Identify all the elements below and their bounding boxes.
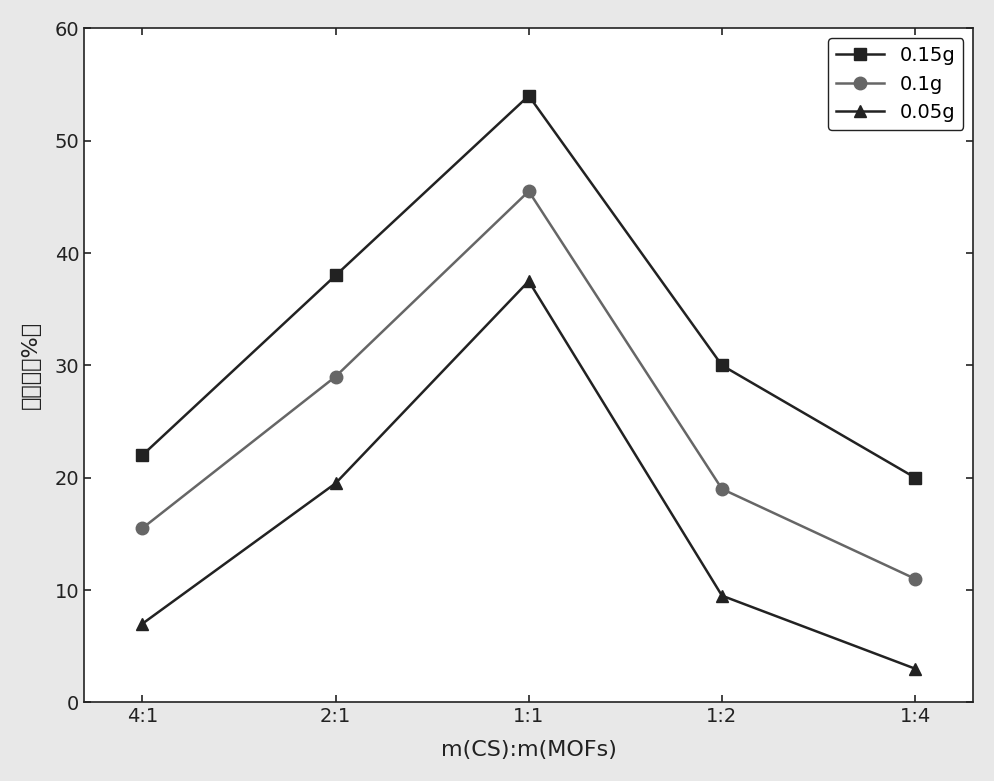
0.05g: [716, 591, 728, 601]
0.15g: [910, 473, 921, 483]
0.05g: [330, 479, 342, 488]
Line: 0.1g: 0.1g: [136, 185, 921, 585]
0.1g: [716, 484, 728, 494]
0.1g: [523, 187, 535, 196]
Line: 0.05g: 0.05g: [136, 275, 921, 675]
0.15g: [523, 91, 535, 101]
0.05g: [523, 276, 535, 286]
0.05g: [136, 619, 148, 629]
0.15g: [136, 451, 148, 460]
Y-axis label: 去除率（%）: 去除率（%）: [21, 321, 41, 409]
Line: 0.15g: 0.15g: [136, 90, 921, 484]
0.05g: [910, 664, 921, 673]
0.1g: [330, 372, 342, 381]
0.1g: [136, 523, 148, 533]
0.15g: [330, 271, 342, 280]
0.15g: [716, 361, 728, 370]
0.1g: [910, 574, 921, 583]
X-axis label: m(CS):m(MOFs): m(CS):m(MOFs): [440, 740, 616, 760]
Legend: 0.15g, 0.1g, 0.05g: 0.15g, 0.1g, 0.05g: [828, 38, 963, 130]
